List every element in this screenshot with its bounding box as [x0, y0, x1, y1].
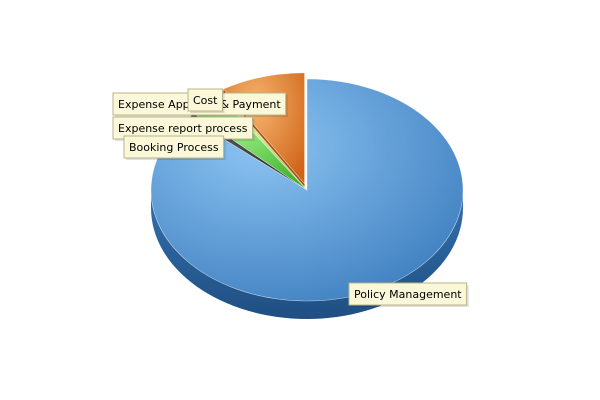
slice-label-text: Booking Process — [129, 141, 219, 154]
slice-label-policy-management: Policy Management — [348, 282, 469, 307]
slice-label-text: Expense report process — [118, 122, 248, 135]
slice-label-box — [348, 282, 468, 306]
slice-label-box — [187, 88, 223, 112]
slice-label-text: Policy Management — [354, 288, 462, 301]
slice-label-booking-process: Booking Process — [123, 135, 226, 160]
slice-label-text: Cost — [193, 94, 218, 107]
slice-label-box — [123, 135, 225, 159]
slice-label-cost: Cost — [187, 88, 225, 113]
